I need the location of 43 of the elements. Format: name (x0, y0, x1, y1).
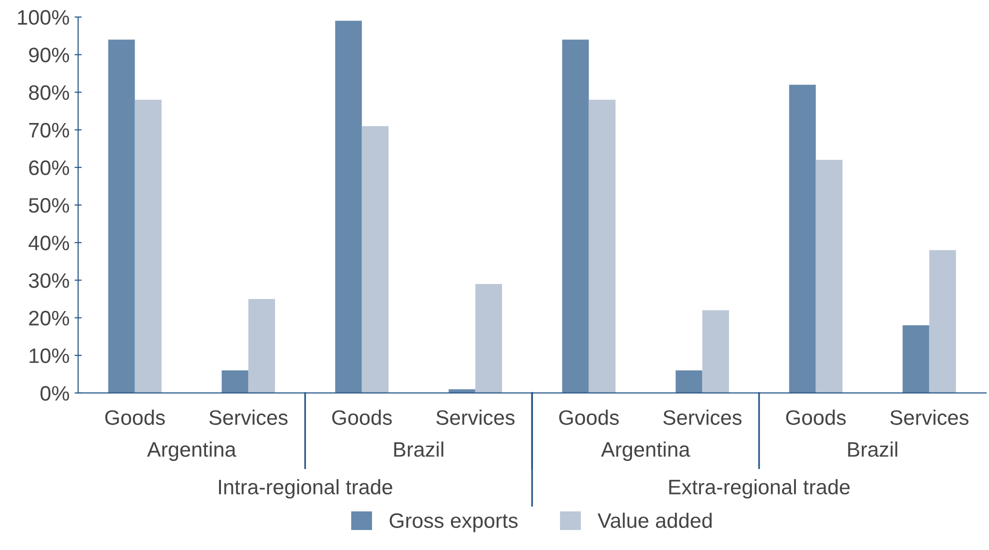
y-tick-label: 30% (28, 273, 70, 288)
x-tick-label: Goods (332, 410, 392, 425)
y-tick-label: 100% (18, 10, 70, 25)
text: Argentina (147, 442, 236, 461)
text: Brazil (394, 442, 444, 457)
bar (562, 40, 589, 393)
x-tick-label: Services (890, 410, 968, 425)
y-tick-label: 50% (28, 198, 70, 213)
bar (902, 325, 930, 393)
x-tick-label: Services (209, 410, 288, 425)
bar (335, 20, 362, 393)
bar (108, 40, 135, 393)
bar (588, 100, 616, 393)
legend-label: Gross exports (390, 513, 518, 532)
bar (789, 84, 816, 393)
text: Intra-regional trade (219, 479, 392, 499)
bar (816, 160, 842, 393)
y-tick-label: 40% (28, 236, 70, 250)
legend-label: Value added (598, 512, 712, 528)
bar (362, 126, 389, 393)
y-tick-label: 90% (29, 48, 70, 62)
y-tick-label: 20% (29, 310, 70, 326)
x-tick-label: Services (663, 410, 742, 425)
y-tick-label: 60% (29, 160, 70, 176)
x-tick-label: Goods (105, 410, 165, 425)
x-tick-label: Services (436, 410, 515, 425)
y-tick-label: 0% (40, 386, 70, 401)
bar (929, 250, 956, 393)
bar (448, 389, 476, 393)
y-tick-label: 80% (29, 85, 70, 100)
x-tick-label: Goods (786, 410, 846, 425)
y-tick-label: 70% (29, 122, 70, 138)
y-tick-label: 10% (30, 348, 70, 364)
bar (702, 310, 729, 393)
bar (222, 370, 248, 393)
bar (475, 284, 502, 393)
text: Argentina (601, 442, 690, 461)
bar (248, 298, 276, 393)
text: Brazil (848, 442, 898, 457)
bar (134, 100, 162, 393)
bar (676, 370, 702, 393)
text: Extra-regional trade (669, 479, 850, 499)
x-tick-label: Goods (559, 410, 619, 425)
